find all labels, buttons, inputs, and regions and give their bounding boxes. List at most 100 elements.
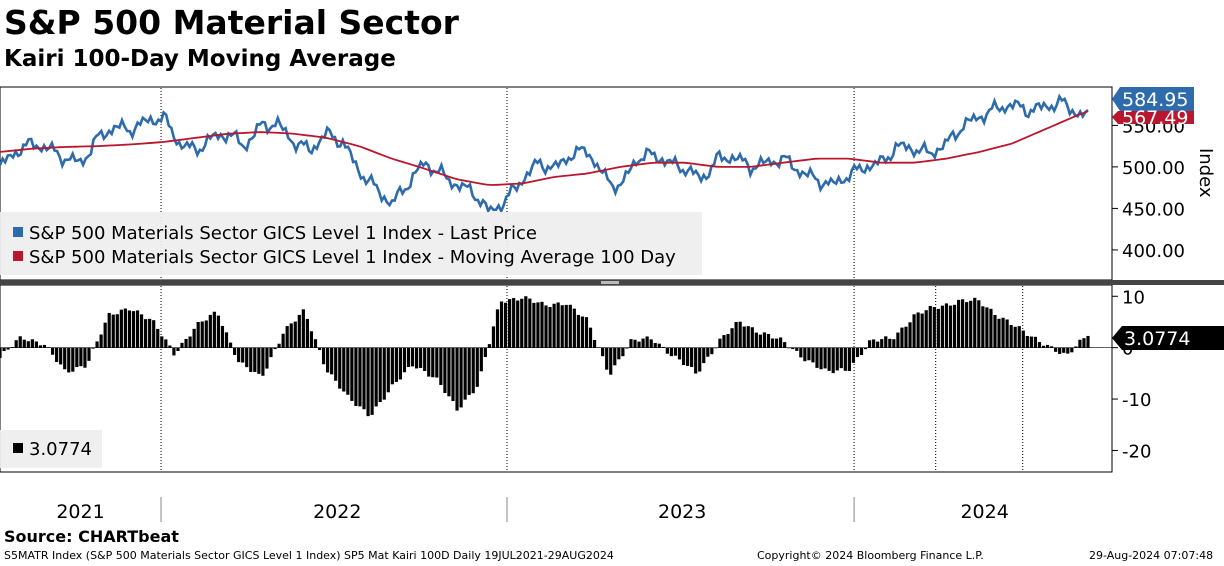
- kairi-bar: [633, 339, 637, 348]
- kairi-bar: [273, 347, 277, 350]
- kairi-bar: [706, 347, 710, 357]
- kairi-bar: [876, 341, 880, 348]
- kairi-bar: [1013, 326, 1017, 348]
- kairi-bars: [0, 296, 1112, 417]
- upper-tick-label: 400.00: [1122, 241, 1185, 262]
- kairi-bar: [710, 347, 714, 355]
- kairi-bar: [362, 347, 366, 410]
- kairi-bar: [613, 347, 617, 366]
- kairi-bar: [787, 347, 791, 349]
- kairi-bar: [216, 315, 221, 348]
- kairi-bar: [835, 347, 839, 371]
- kairi-bar: [253, 347, 257, 372]
- kairi-bar: [888, 338, 892, 348]
- kairi-bar: [572, 308, 576, 348]
- year-label: 2021: [56, 501, 104, 523]
- kairi-bar: [459, 347, 463, 408]
- kairi-bar: [641, 338, 645, 348]
- kairi-bar: [997, 318, 1001, 348]
- kairi-bar: [30, 339, 34, 348]
- kairi-bar: [880, 339, 884, 348]
- kairi-bar: [556, 302, 560, 348]
- kairi-bar: [139, 314, 144, 348]
- kairi-bar: [232, 347, 237, 355]
- kairi-bar: [87, 347, 91, 361]
- kairi-bar: [609, 347, 613, 375]
- kairi-bar: [1001, 317, 1005, 348]
- kairi-bar: [148, 318, 152, 348]
- kairi-bar: [277, 343, 281, 348]
- kairi-bar: [99, 334, 103, 348]
- kairi-bar: [714, 347, 718, 349]
- kairi-bar: [952, 304, 957, 348]
- kairi-bar: [419, 347, 423, 368]
- kairi-bar: [685, 347, 690, 366]
- panel-splitter-grip[interactable]: [601, 281, 619, 284]
- kairi-bar: [694, 347, 698, 374]
- kairi-bar: [346, 347, 350, 395]
- kairi-bar: [730, 328, 734, 348]
- kairi-bar: [629, 339, 633, 348]
- kairi-bar: [200, 321, 204, 348]
- kairi-bar: [750, 327, 754, 348]
- kairi-bar: [552, 303, 556, 348]
- kairi-bar: [867, 340, 872, 348]
- kairi-bar: [390, 347, 394, 385]
- kairi-bar: [839, 347, 843, 369]
- kairi-bar: [1005, 319, 1009, 348]
- kairi-bar: [67, 347, 71, 373]
- upper-tick-label: 500.00: [1122, 158, 1185, 179]
- kairi-bar: [1029, 336, 1033, 348]
- kairi-bar: [285, 326, 289, 348]
- kairi-bar: [823, 347, 827, 369]
- kairi-bar: [313, 339, 318, 348]
- kairi-bar: [131, 311, 136, 348]
- year-label: 2023: [658, 501, 706, 523]
- kairi-bar: [847, 347, 851, 371]
- kairi-bar: [487, 344, 491, 348]
- moving-average-line: [0, 110, 1089, 186]
- kairi-bar: [241, 347, 245, 363]
- kairi-bar: [257, 347, 261, 374]
- kairi-bar: [746, 326, 750, 348]
- kairi-bar: [912, 314, 916, 348]
- kairi-bar: [394, 347, 398, 382]
- kairi-bar: [135, 310, 140, 348]
- kairi-bar: [653, 343, 657, 348]
- kairi-bar: [305, 318, 309, 348]
- kairi-bar: [245, 347, 249, 368]
- kairi-bar: [443, 347, 447, 394]
- kairi-bar: [576, 314, 580, 348]
- kairi-bar: [601, 347, 605, 357]
- kairi-bar: [532, 302, 536, 348]
- kairi-bar: [657, 343, 661, 348]
- footer-copyright: Copyright© 2024 Bloomberg Finance L.P.: [757, 549, 984, 562]
- kairi-bar: [204, 320, 208, 348]
- kairi-bar: [815, 347, 819, 368]
- kairi-bar: [0, 347, 2, 358]
- kairi-bar: [152, 320, 156, 348]
- kairi-bar: [819, 347, 823, 370]
- kairi-bar: [366, 347, 370, 417]
- kairi-bar: [237, 347, 241, 363]
- ma-legend-label: S&P 500 Materials Sector GICS Level 1 In…: [29, 247, 676, 268]
- kairi-bar: [884, 336, 888, 348]
- kairi-bar: [423, 347, 427, 372]
- kairi-bar: [14, 340, 18, 348]
- kairi-bar: [617, 347, 621, 360]
- kairi-bar: [427, 347, 431, 377]
- kairi-bar: [803, 347, 807, 362]
- kairi-bar: [38, 345, 43, 348]
- kairi-bar: [1025, 336, 1029, 348]
- kairi-bar: [908, 322, 912, 348]
- kairi-bar: [524, 296, 528, 348]
- kairi-bar: [661, 346, 665, 348]
- kairi-bar: [471, 347, 475, 394]
- kairi-bar: [1021, 330, 1025, 348]
- kairi-bar: [342, 347, 346, 392]
- kairi-bar: [726, 333, 730, 348]
- kairi-bar: [944, 303, 949, 348]
- kairi-bar: [924, 310, 928, 348]
- kairi-bar: [1086, 335, 1090, 348]
- kairi-bar: [10, 347, 14, 348]
